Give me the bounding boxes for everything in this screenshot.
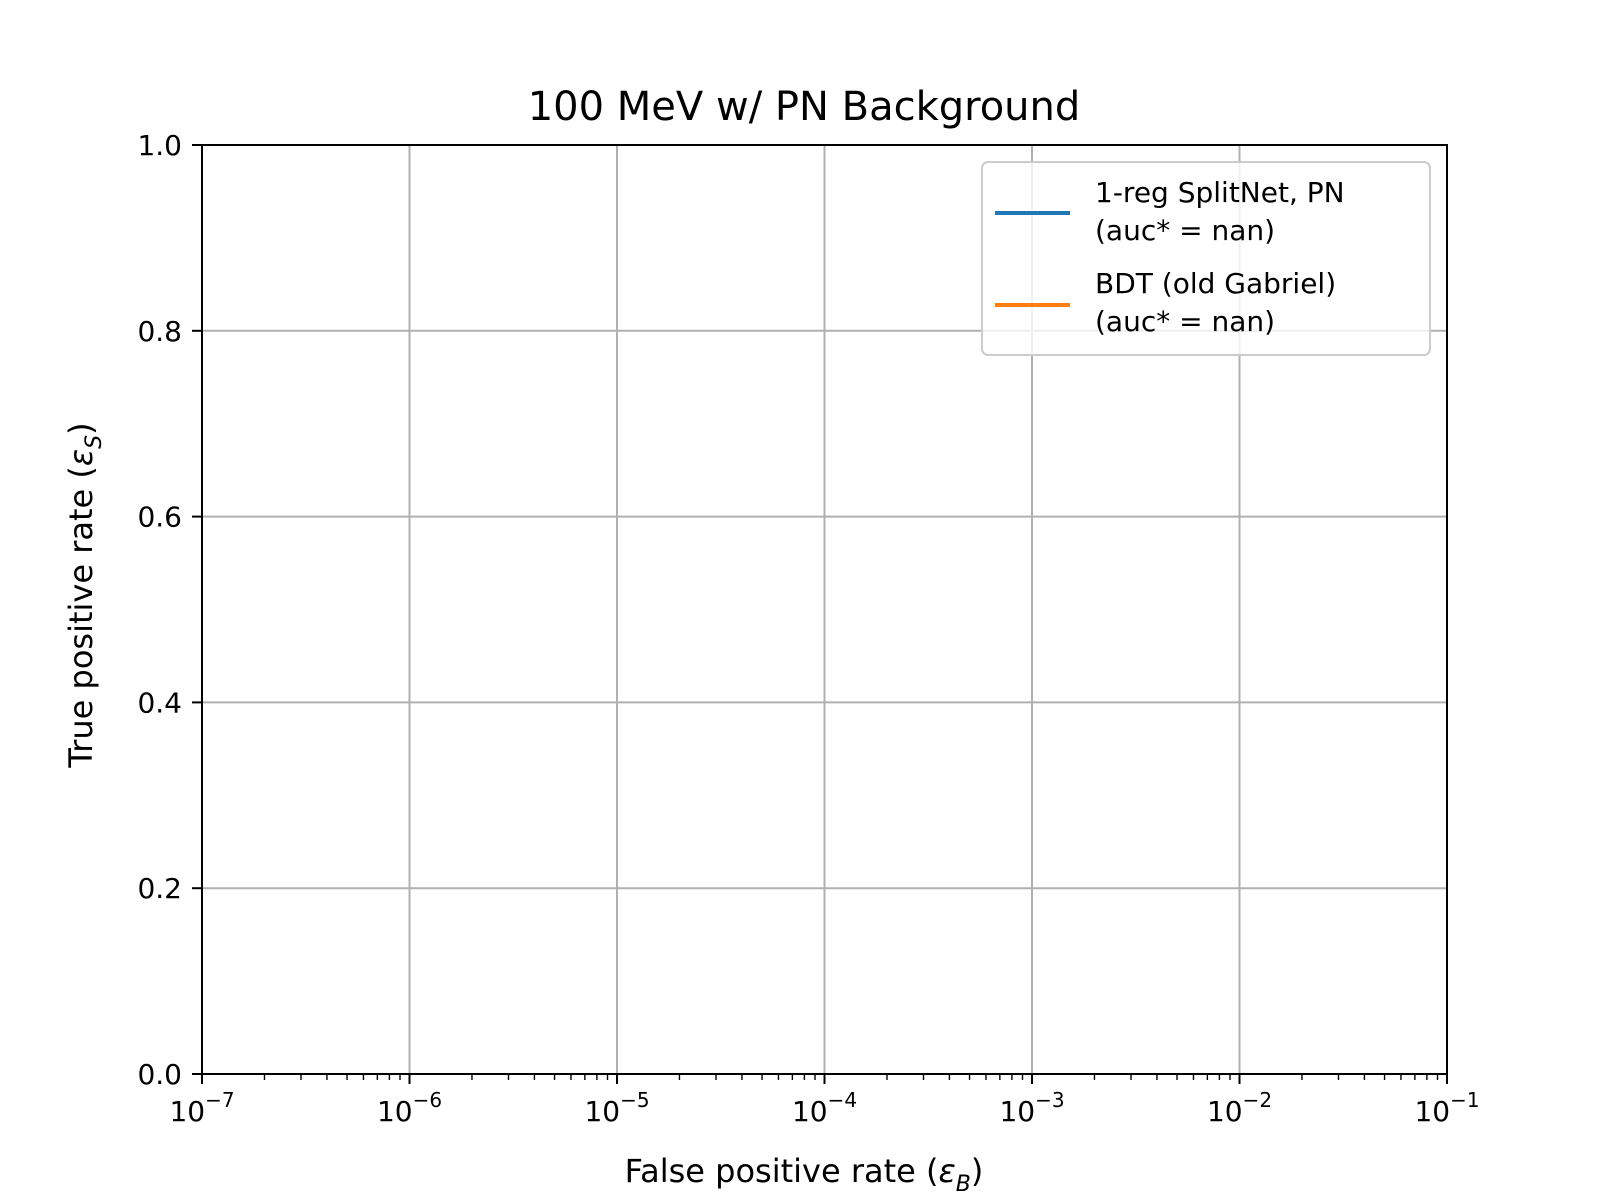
y-tick-label: 0.4 — [137, 686, 182, 719]
x-tick-label: 10−6 — [377, 1088, 442, 1128]
y-tick-label: 0.2 — [137, 872, 182, 905]
y-axis: 0.0 0.2 0.4 0.6 0.8 1.0 — [137, 129, 202, 1091]
legend-entry: 1-reg SplitNet, PN (auc* = nan) — [995, 176, 1354, 247]
x-tick-label: 10−1 — [1414, 1088, 1479, 1128]
legend-box — [981, 161, 1431, 356]
x-tick-label: 10−4 — [792, 1088, 857, 1128]
chart-title: 100 MeV w/ PN Background — [528, 84, 1081, 130]
x-tick-label: 10−5 — [584, 1088, 649, 1128]
y-tick-label: 0.0 — [137, 1058, 182, 1091]
y-tick-label: 1.0 — [137, 129, 182, 162]
legend-entry: BDT (old Gabriel) (auc* = nan) — [995, 267, 1345, 338]
y-axis-label: True positive rate (εS) — [62, 422, 107, 768]
legend: 1-reg SplitNet, PN (auc* = nan) BDT (old… — [981, 161, 1431, 356]
x-tick-label: 10−3 — [999, 1088, 1064, 1128]
y-tick-label: 0.8 — [137, 315, 182, 348]
legend-label: BDT (old Gabriel) (auc* = nan) — [1095, 267, 1345, 338]
x-tick-label: 10−2 — [1207, 1088, 1272, 1128]
x-axis-label: False positive rate (εB) — [625, 1152, 984, 1197]
x-axis: 10−7 10−6 10−5 10−4 10−3 10−2 10−1 — [169, 1074, 1480, 1128]
x-tick-label: 10−7 — [169, 1088, 234, 1128]
legend-label: 1-reg SplitNet, PN (auc* = nan) — [1095, 176, 1354, 247]
y-tick-label: 0.6 — [137, 501, 182, 534]
